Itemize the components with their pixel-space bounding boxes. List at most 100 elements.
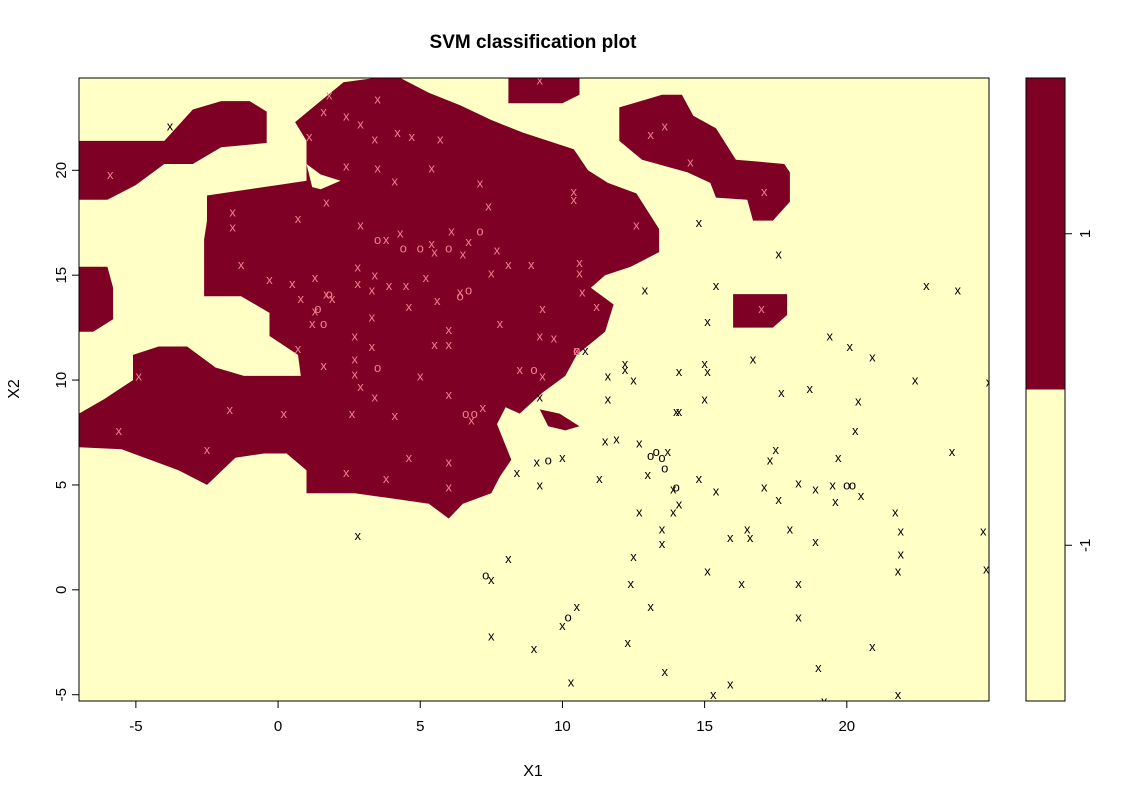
decision-regions: [79, 78, 790, 519]
data-point-x: x: [406, 299, 413, 314]
data-point-x: x: [775, 492, 782, 507]
data-point-x: x: [431, 245, 438, 260]
data-point-x: x: [357, 217, 364, 232]
x-tick-label: 0: [274, 718, 282, 735]
data-point-x: x: [167, 119, 174, 134]
data-point-x: x: [670, 505, 677, 520]
data-point-x: x: [630, 549, 637, 564]
data-point-x: x: [357, 379, 364, 394]
data-point-x: x: [622, 356, 629, 371]
data-point-x: x: [465, 234, 472, 249]
data-point-x: x: [477, 175, 484, 190]
chart-title: SVM classification plot: [430, 32, 638, 53]
data-point-x: x: [573, 599, 580, 614]
data-point-x: x: [298, 291, 305, 306]
data-point-x: x: [704, 364, 711, 379]
data-point-x: x: [778, 385, 785, 400]
data-point-x: x: [895, 687, 902, 702]
data-point-x: x: [354, 528, 361, 543]
data-point-x: x: [744, 522, 751, 537]
support-vector-point: o: [314, 301, 321, 316]
data-point-x: x: [357, 117, 364, 132]
data-point-x: x: [238, 257, 245, 272]
data-point-x: x: [343, 108, 350, 123]
data-point-x: x: [772, 442, 779, 457]
data-point-x: x: [497, 316, 504, 331]
data-point-x: x: [445, 454, 452, 469]
data-point-x: x: [576, 266, 583, 281]
data-point-x: x: [673, 404, 680, 419]
data-point-x: x: [428, 236, 435, 251]
data-point-x: x: [369, 282, 376, 297]
data-point-x: x: [445, 322, 452, 337]
data-point-x: x: [821, 694, 828, 709]
support-vector-point: o: [465, 282, 472, 297]
data-point-x: x: [846, 339, 853, 354]
data-point-x: x: [343, 159, 350, 174]
y-tick-label: 20: [53, 162, 70, 179]
data-point-x: x: [406, 450, 413, 465]
data-point-x: x: [116, 423, 123, 438]
data-point-x: x: [517, 362, 524, 377]
support-vector-point: o: [647, 448, 654, 463]
support-vector-point: o: [661, 461, 668, 476]
support-vector-point: o: [573, 343, 580, 358]
data-point-x: x: [369, 310, 376, 325]
data-point-x: x: [701, 391, 708, 406]
data-point-x: x: [713, 484, 720, 499]
support-vector-point: o: [374, 360, 381, 375]
data-point-x: x: [391, 408, 398, 423]
x-tick-label: 5: [416, 718, 424, 735]
support-vector-point: o: [482, 568, 489, 583]
data-point-x: x: [912, 373, 919, 388]
data-point-x: x: [468, 412, 475, 427]
data-point-x: x: [528, 257, 535, 272]
data-point-x: x: [983, 561, 990, 576]
data-point-x: x: [727, 530, 734, 545]
data-point-x: x: [829, 477, 836, 492]
data-point-x: x: [571, 192, 578, 207]
data-point-x: x: [352, 352, 359, 367]
data-point-x: x: [738, 576, 745, 591]
x-tick-label: -5: [129, 718, 142, 735]
data-point-x: x: [391, 173, 398, 188]
data-point-x: x: [775, 247, 782, 262]
data-point-x: x: [670, 482, 677, 497]
data-point-x: x: [229, 219, 236, 234]
data-point-x: x: [323, 287, 330, 302]
data-point-x: x: [636, 436, 643, 451]
data-point-x: x: [372, 131, 379, 146]
support-vector-point: o: [653, 444, 660, 459]
data-point-x: x: [605, 391, 612, 406]
data-point-x: x: [687, 154, 694, 169]
data-point-x: x: [727, 677, 734, 692]
data-point-x: x: [869, 350, 876, 365]
data-point-x: x: [394, 125, 401, 140]
x-axis: -5 0 5 10 15 20: [129, 701, 855, 735]
support-vector-point: o: [843, 477, 850, 492]
data-point-x: x: [795, 576, 802, 591]
data-point-x: x: [676, 404, 683, 419]
data-point-x: x: [488, 572, 495, 587]
data-point-x: x: [323, 194, 330, 209]
data-point-x: x: [767, 452, 774, 467]
data-point-x: x: [747, 530, 754, 545]
data-point-x: x: [627, 576, 634, 591]
data-point-x: x: [704, 563, 711, 578]
data-point-x: x: [571, 184, 578, 199]
data-point-x: x: [812, 482, 819, 497]
data-point-x: x: [386, 278, 393, 293]
data-point-x: x: [787, 522, 794, 537]
data-point-x: x: [488, 629, 495, 644]
decision-region-class-1: [79, 101, 267, 200]
data-point-x: x: [582, 343, 589, 358]
data-point-x: x: [372, 389, 379, 404]
data-point-x: x: [659, 536, 666, 551]
data-point-x: x: [539, 301, 546, 316]
data-point-x: x: [107, 167, 114, 182]
support-vector-point: o: [530, 362, 537, 377]
data-point-x: x: [448, 224, 455, 239]
data-point-x: x: [568, 675, 575, 690]
data-point-x: x: [397, 226, 404, 241]
data-point-x: x: [329, 291, 336, 306]
